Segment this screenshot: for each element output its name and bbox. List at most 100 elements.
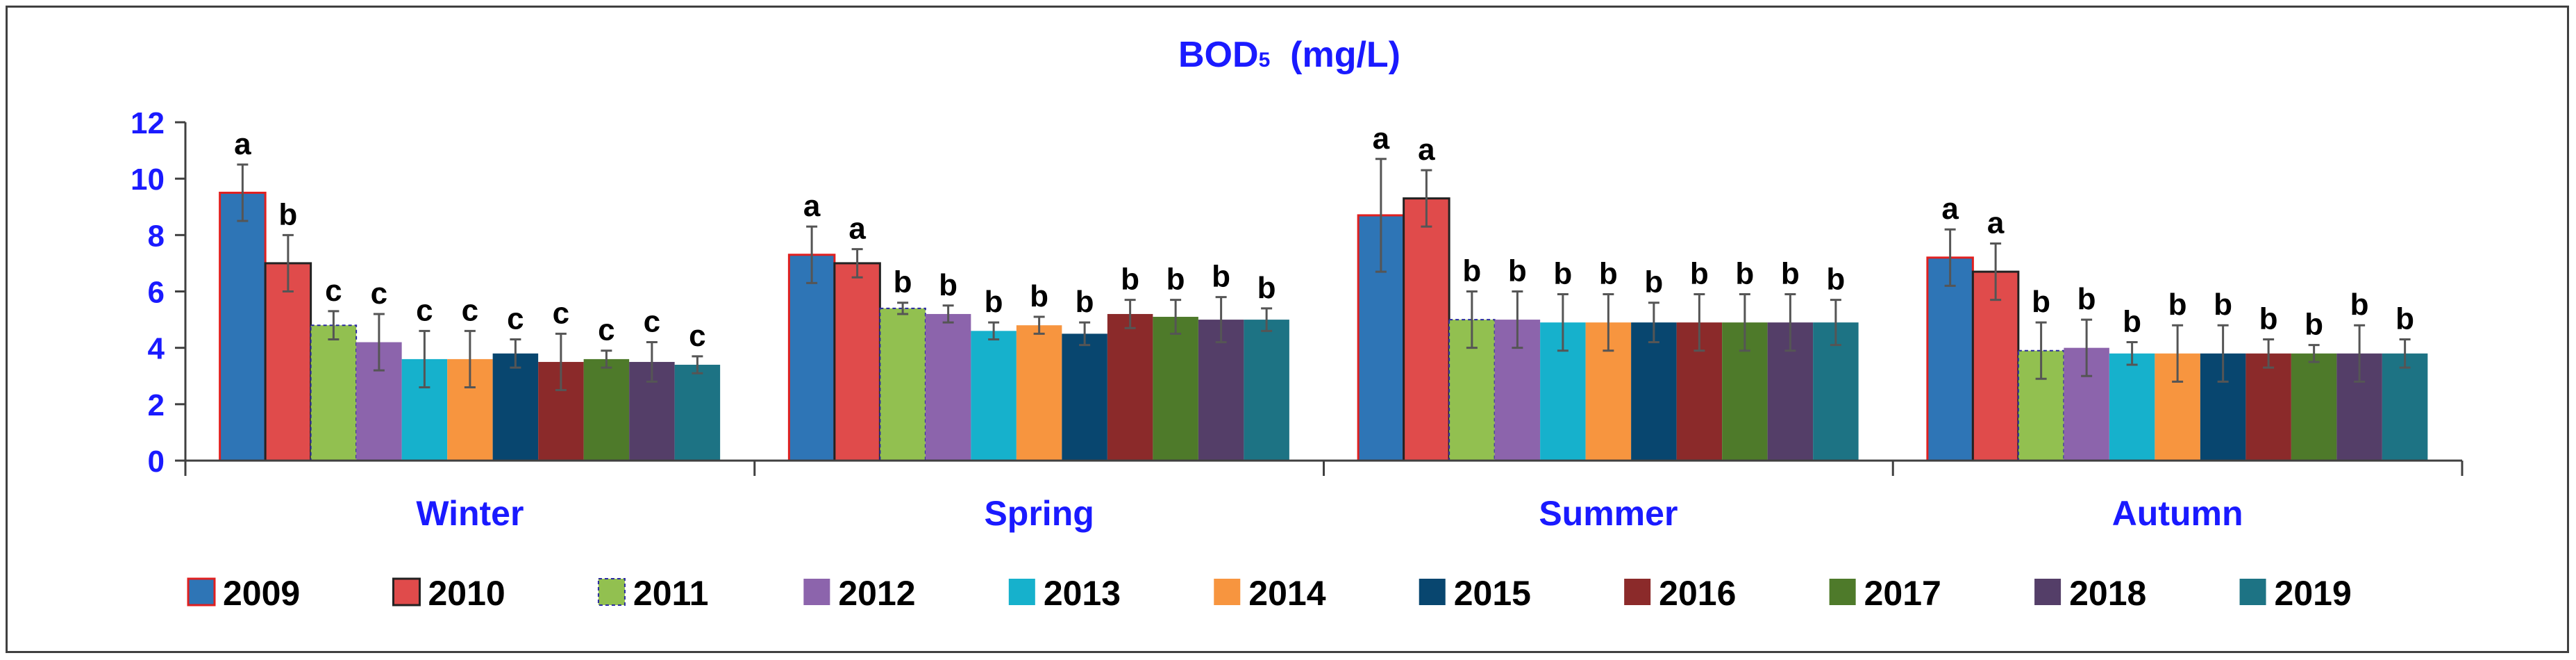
significance-letter: b [2123,305,2141,339]
significance-letter: b [1166,263,1185,297]
x-tick-label-summer: Summer [1539,494,1678,533]
bar-2016-autumn [2245,353,2291,461]
bar-2010-summer [1403,197,1450,462]
significance-letter: b [1212,260,1230,294]
legend: 2009 2010 2011 2012 2013 2014 2015 2016 2017 2018… [187,574,2352,613]
significance-letter: b [1826,263,1845,297]
significance-letter: b [1462,254,1481,288]
significance-letter: b [939,268,957,302]
y-tick-label: 0 [148,445,165,479]
chart-title-suffix: (mg/L) [1270,35,1400,75]
legend-label-2019: 2019 [2275,574,2352,613]
significance-letter: b [2305,308,2323,342]
legend-label-2016: 2016 [1659,574,1736,613]
chart-title: BOD5 (mg/L) [8,34,2571,76]
bar-2017-autumn [2291,353,2337,461]
bar-2019-spring [1244,320,1289,461]
significance-letter: c [507,302,524,336]
significance-letter: b [2214,288,2232,322]
bar-2015-winter [492,353,539,461]
legend-label-2017: 2017 [1864,574,1941,613]
significance-letter: b [1553,257,1572,291]
significance-letter: c [416,293,433,327]
bar-2019-autumn [2382,353,2428,461]
legend-label-2012: 2012 [838,574,915,613]
legend-swatch-2010 [392,577,421,607]
legend-label-2011: 2011 [633,574,708,613]
legend-label-2018: 2018 [2069,574,2146,613]
legend-swatch-2019 [2239,579,2266,605]
significance-letter: a [848,212,866,246]
legend-label-2015: 2015 [1454,574,1531,613]
significance-letter: c [644,305,660,339]
legend-swatch-2015 [1419,579,1446,605]
x-tick-label-autumn: Autumn [2112,494,2243,533]
legend-swatch-2012 [803,579,830,605]
bar-2009-spring [787,254,836,462]
significance-letter: b [1781,257,1800,291]
significance-letter: a [803,189,821,223]
significance-letter: b [2350,288,2369,322]
legend-swatch-2017 [1829,579,1856,605]
bar-2010-spring [833,262,881,462]
significance-letter: b [1121,263,1139,297]
significance-letter: b [894,265,912,299]
bar-2017-winter [583,358,630,461]
bar-2011-spring [879,307,926,461]
significance-letter: b [1257,271,1276,305]
legend-label-2014: 2014 [1248,574,1325,613]
bar-2016-spring [1107,313,1153,461]
significance-letter: c [325,274,342,308]
significance-letter: b [278,197,297,231]
y-tick-label: 4 [148,332,165,366]
significance-letter: b [1599,257,1618,291]
legend-swatch-2013 [1008,579,1035,605]
significance-letter: c [689,319,705,353]
significance-letter: b [2259,302,2278,336]
significance-letter: c [371,277,387,311]
significance-letter: b [1735,257,1754,291]
bar-2019-winter [674,365,721,461]
bar-2015-summer [1631,322,1677,461]
significance-letter: b [2077,282,2096,316]
bar-2014-spring [1016,325,1062,461]
significance-letter: c [598,313,614,347]
significance-letter: a [1987,206,2005,240]
bar-2015-spring [1062,333,1107,461]
significance-letter: c [462,293,478,327]
significance-letter: b [1030,279,1048,313]
significance-letter: b [2032,285,2050,319]
bar-2017-spring [1153,317,1198,461]
significance-letter: b [2168,288,2187,322]
x-tick-label-winter: Winter [416,494,524,533]
y-tick-label: 2 [148,388,165,422]
bar-2012-spring [925,313,971,461]
significance-letter: b [1644,265,1663,299]
bar-2010-winter [264,262,312,462]
y-tick-label: 8 [148,219,165,253]
y-tick-label: 12 [131,106,165,140]
x-tick-label-spring: Spring [984,494,1094,533]
significance-letter: c [553,296,569,330]
significance-letter: b [985,285,1003,319]
significance-letter: a [234,127,251,161]
chart-title-subscript: 5 [1258,49,1271,72]
significance-letter: b [1508,254,1527,288]
significance-letter: b [1076,285,1094,319]
chart-frame: BOD5 (mg/L) a b c c c c c c c c c Winter a a b b b b b b b b b… [6,6,2569,653]
significance-letter: b [1690,257,1709,291]
bar-2009-autumn [1926,256,1974,462]
significance-letter: a [1373,122,1390,156]
bar-2010-autumn [1971,270,2020,462]
significance-letter: a [1941,192,1959,226]
legend-swatch-2014 [1214,579,1241,605]
legend-swatch-2009 [187,577,216,607]
legend-swatch-2011 [597,578,626,606]
chart-title-prefix: BOD [1178,35,1259,75]
bar-2013-autumn [2109,353,2155,461]
legend-label-2010: 2010 [428,574,505,613]
legend-label-2009: 2009 [223,574,300,613]
bar-2011-winter [310,324,358,462]
